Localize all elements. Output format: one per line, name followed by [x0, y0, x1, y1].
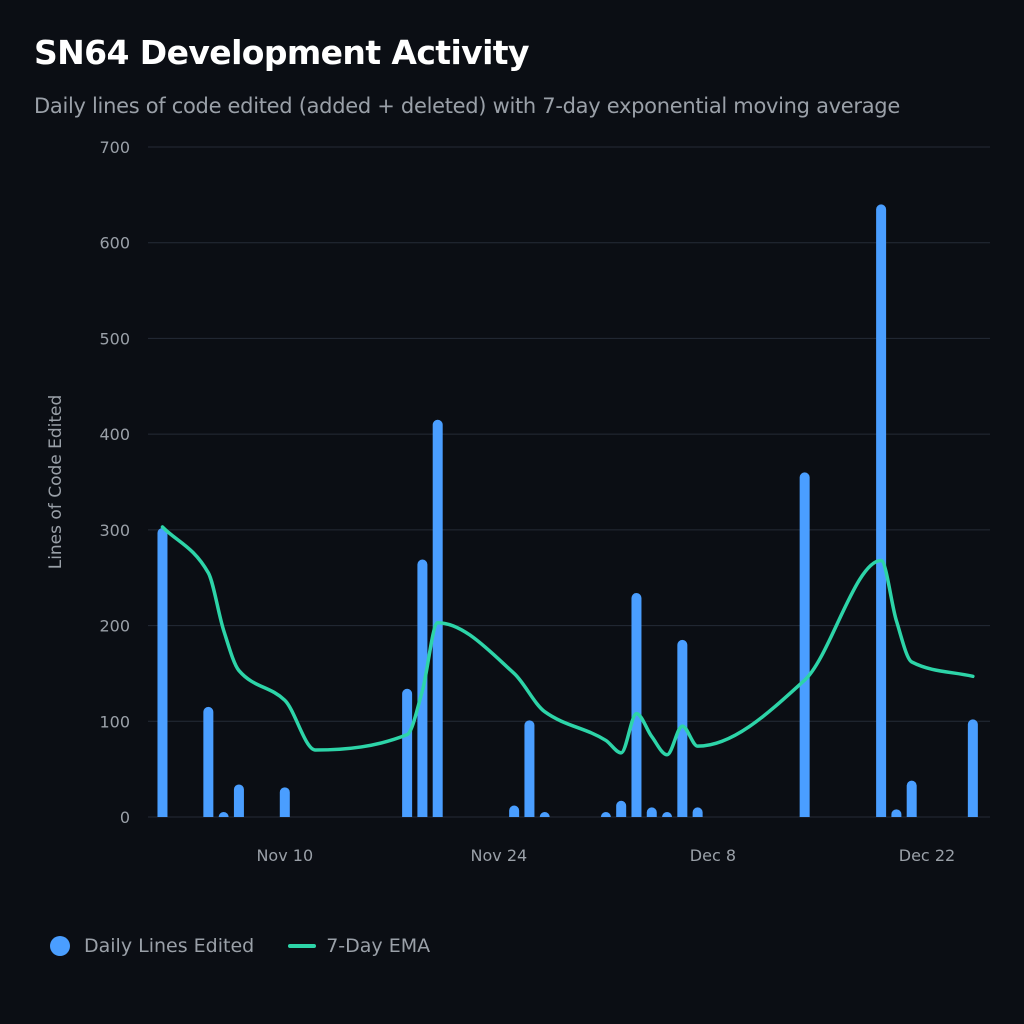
ema-series — [160, 525, 975, 757]
x-tick-label: Dec 22 — [899, 846, 955, 865]
y-axis-ticks: 0 100 200 300 400 500 600 700 — [99, 138, 130, 827]
legend-item-ema[interactable]: 7-Day EMA — [288, 935, 430, 957]
legend: Daily Lines Edited 7-Day EMA — [50, 935, 464, 957]
legend-item-daily[interactable]: Daily Lines Edited — [50, 935, 254, 957]
bar[interactable] — [646, 807, 657, 817]
bar[interactable] — [203, 706, 214, 817]
bar[interactable] — [906, 780, 917, 817]
y-tick-label: 100 — [99, 712, 130, 731]
chart-subtitle: Daily lines of code edited (added + dele… — [34, 94, 900, 118]
legend-label-ema: 7-Day EMA — [326, 935, 431, 957]
y-tick-label: 200 — [99, 617, 130, 636]
bar[interactable] — [677, 639, 688, 817]
y-tick-label: 0 — [120, 808, 130, 827]
bar[interactable] — [967, 719, 978, 817]
legend-label-daily: Daily Lines Edited — [84, 935, 255, 957]
bar-series — [157, 204, 978, 817]
y-tick-label: 600 — [99, 234, 130, 253]
circle-marker-icon — [50, 936, 70, 956]
ema-line[interactable] — [160, 525, 975, 757]
bar[interactable] — [600, 812, 611, 817]
bar[interactable] — [279, 787, 290, 817]
bar[interactable] — [799, 472, 810, 817]
y-tick-label: 300 — [99, 521, 130, 540]
x-axis-ticks: Nov 10 Nov 24 Dec 8 Dec 22 — [256, 846, 955, 865]
bar[interactable] — [631, 593, 642, 817]
bar[interactable] — [692, 807, 703, 817]
y-tick-label: 500 — [99, 329, 130, 348]
bar[interactable] — [157, 527, 168, 817]
chart-title: SN64 Development Activity — [34, 33, 529, 72]
x-tick-label: Dec 8 — [690, 846, 736, 865]
bar[interactable] — [524, 720, 535, 817]
bar[interactable] — [218, 812, 229, 817]
gridlines — [148, 146, 990, 818]
x-tick-label: Nov 10 — [256, 846, 313, 865]
bar[interactable] — [662, 812, 673, 817]
bar[interactable] — [432, 419, 443, 817]
bar[interactable] — [616, 800, 627, 817]
y-tick-label: 400 — [99, 425, 130, 444]
y-axis-title: Lines of Code Edited — [46, 395, 66, 570]
bar[interactable] — [233, 784, 244, 817]
x-tick-label: Nov 24 — [471, 846, 528, 865]
line-marker-icon — [288, 944, 317, 948]
y-tick-label: 700 — [99, 138, 130, 157]
bar[interactable] — [402, 688, 413, 817]
bar[interactable] — [509, 805, 520, 817]
bar[interactable] — [539, 812, 550, 817]
bar[interactable] — [876, 204, 887, 817]
bar[interactable] — [891, 809, 902, 817]
